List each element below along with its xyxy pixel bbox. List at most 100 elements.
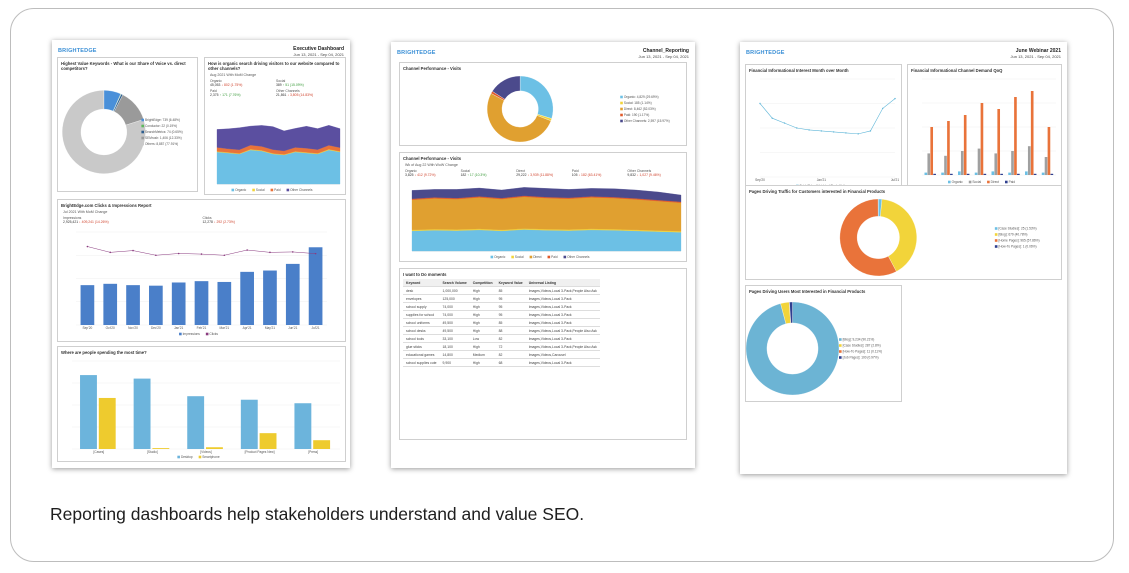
point (314, 252, 317, 255)
point (820, 130, 823, 132)
legend-swatch (620, 107, 623, 111)
bar (950, 173, 953, 175)
bar (126, 285, 140, 325)
table-cell: 74,000 (439, 302, 470, 311)
legend-swatch (948, 180, 951, 184)
table-cell: 85 (495, 318, 526, 327)
point (246, 249, 248, 251)
legend-label: Social (256, 188, 265, 192)
panel-title: How is organic search driving visitors t… (208, 61, 340, 71)
chart: [Blog]: 9,234 (90.21%) [Case Studies]: 28… (746, 301, 882, 396)
stat-value: 2,375 (210, 93, 219, 98)
panel: How is organic search driving visitors t… (204, 57, 346, 195)
bar (313, 440, 331, 449)
stat: Other Channels 21,861 ↓ 3,805 (14.83%) (276, 89, 313, 97)
table-cell: Images,Videos,Local 3-Pack (525, 358, 600, 367)
stat-value: 389 (276, 83, 282, 88)
table-cell: 74,000 (439, 310, 470, 319)
stat-value: 182 (460, 173, 467, 178)
legend: Organic Social Paid Other Channels (231, 188, 313, 192)
point (832, 131, 835, 133)
legend-label: BrightEdge: 739 (6.48%) (145, 118, 180, 122)
legend-label: Organic (952, 180, 964, 184)
panel-subtitle: Jul 2021 With MoM Change (63, 210, 108, 214)
legend-label: Others: 8,887 (77.91%) (145, 142, 178, 146)
legend-swatch (252, 188, 255, 192)
bar (103, 283, 118, 325)
legend-label: Desktop (181, 455, 193, 459)
stat-change: ↓ 409,241 (14.26%) (79, 220, 109, 225)
panel-title: BrightEdge.com Clicks & Impressions Repo… (61, 203, 152, 208)
panel-title: Channel Performance - Visits (403, 66, 462, 71)
chart: Organic Social Paid Other Channels (216, 125, 341, 192)
brand-logo: BRIGHTEDGE (746, 50, 785, 56)
panel-title: Highest Value Keywords - What is our Sha… (61, 61, 186, 71)
donut-slice (492, 75, 521, 100)
panel-title: Pages Driving Traffic for Customers inte… (749, 189, 886, 194)
x-tick-label: Sep'20 (755, 178, 765, 182)
stat-row: 9,832 ↓ 1,027 (9.46%) (627, 173, 660, 177)
table-cell: 95 (495, 310, 526, 319)
table-cell: 33,100 (439, 334, 470, 343)
legend-label: Organic (494, 255, 506, 259)
panel-subtitle: Wk of Aug 22 With WoW Change (405, 163, 458, 167)
stat-change: ↑ 17 (10.3%) (467, 173, 487, 178)
dashboard-page: BRIGHTEDGE Executive Dashboard Jun 13, 202… (52, 40, 350, 468)
dashboard-page: BRIGHTEDGE Channel_Reporting Jun 13, 2021 … (391, 42, 695, 468)
panel: Financial Informational Channel Demand Q… (907, 64, 1062, 192)
stat-label: Organic (405, 169, 417, 173)
legend: Impressions Clicks (179, 332, 218, 336)
legend-swatch (839, 344, 842, 347)
table-cell: Images,Videos,Local 3-Pack (525, 318, 600, 327)
legend-label: [Job Pages]: 100 (0.97%) (843, 355, 879, 359)
table-row: school supply 74,000 High 95 Images,Videos,L… (403, 302, 600, 311)
legend-swatch (620, 95, 623, 99)
bar (997, 109, 1001, 175)
point (882, 107, 884, 110)
table-cell: Images,Videos,Local 3-Pack,People Also A… (525, 342, 600, 351)
bar (927, 153, 931, 175)
stat-change: ↓ 802 (1.75%) (221, 83, 243, 88)
legend-label: [Case Studies]: 287 (2.8%) (843, 343, 881, 347)
table-row: school supplies cute 9,900 High 68 Images,Vi… (403, 358, 600, 367)
table-cell: school supply (403, 302, 440, 311)
table-cell: envelopes (403, 294, 440, 303)
chart: BrightEdge: 739 (6.48%) Conductor: 22 (0.… (62, 90, 183, 174)
panel: BrightEdge.com Clicks & Impressions Repo… (57, 199, 346, 342)
point (291, 251, 294, 253)
stat-label: Direct (516, 169, 526, 173)
bar (80, 285, 95, 325)
panel-title: Financial Informational Channel Demand Q… (911, 68, 1003, 73)
panel-title: I want to Do moments (403, 272, 447, 277)
legend-label: Smartphone (202, 455, 220, 459)
table-cell: High (469, 294, 496, 303)
legend-label: Paid (1009, 180, 1016, 184)
panel: I want to Do moments Keyword Search Volume… (399, 268, 687, 440)
stat: Organic 3,825 ↓ 412 (9.72%) (405, 169, 436, 177)
bar (1030, 91, 1034, 175)
legend-swatch (968, 180, 972, 184)
bar (1011, 151, 1014, 175)
table-cell: High (469, 358, 496, 367)
point (845, 132, 847, 134)
legend-swatch (839, 350, 842, 353)
stat-row: 29,222 ↓ 3,939 (11.88%) (516, 173, 553, 177)
x-tick-label: Oct'20 (106, 326, 115, 330)
bar (1000, 173, 1003, 175)
x-tick-label: Jul'21 (311, 326, 319, 330)
table-cell: 125,000 (439, 294, 470, 303)
table-cell: Images,Videos,Local 3-Pack (525, 302, 600, 311)
table-row: glue sticks 18,100 High 72 Images,Videos,Loc… (403, 342, 600, 351)
panel-subtitle: Aug 2021 With MoM Change (210, 73, 257, 77)
brand-logo: BRIGHTEDGE (58, 48, 97, 54)
column-header: Keyword Value (495, 279, 526, 287)
bar (240, 399, 258, 449)
legend-label: Conductor: 22 (0.19%) (145, 124, 177, 128)
legend-swatch (563, 255, 567, 259)
point (796, 127, 798, 129)
table-cell: 82 (495, 350, 526, 359)
bar (1014, 97, 1017, 175)
legend-swatch (141, 142, 144, 146)
table-cell: High (469, 326, 496, 335)
legend-label: Paid (551, 255, 558, 259)
